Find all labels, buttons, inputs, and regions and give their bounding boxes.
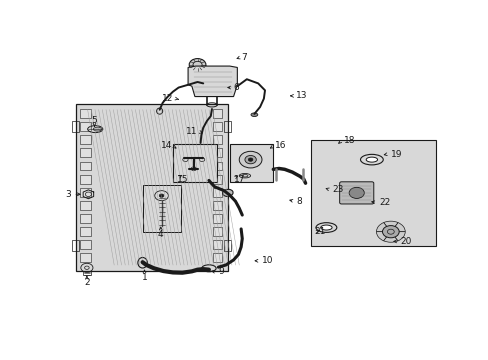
Text: 15: 15 [176, 175, 188, 184]
Bar [80, 135, 90, 144]
Bar [212, 148, 222, 157]
Text: 6: 6 [233, 83, 239, 92]
Bar [80, 188, 90, 197]
Bar [83, 271, 90, 275]
Bar [80, 253, 90, 262]
Text: 14: 14 [161, 141, 172, 150]
Bar [80, 201, 90, 210]
Wedge shape [390, 232, 405, 241]
Text: 17: 17 [233, 175, 244, 184]
Text: 20: 20 [400, 237, 411, 246]
Circle shape [239, 151, 262, 168]
Bar [72, 240, 79, 251]
Text: 11: 11 [185, 127, 197, 136]
Bar [80, 162, 90, 170]
Bar [76, 104, 227, 270]
Ellipse shape [222, 189, 233, 197]
Bar [311, 140, 435, 246]
Bar [212, 135, 222, 144]
Wedge shape [383, 232, 397, 242]
Bar [212, 188, 222, 197]
Bar [80, 122, 90, 131]
Text: 19: 19 [390, 150, 402, 158]
Text: 10: 10 [262, 256, 273, 265]
Circle shape [348, 187, 364, 198]
Bar [142, 185, 180, 232]
Circle shape [248, 158, 252, 161]
Polygon shape [188, 66, 237, 96]
FancyBboxPatch shape [339, 182, 373, 204]
Text: 21: 21 [314, 227, 325, 236]
Text: 23: 23 [331, 185, 343, 194]
Circle shape [159, 194, 163, 197]
Circle shape [189, 59, 205, 71]
Text: 1: 1 [142, 273, 147, 282]
Text: 8: 8 [296, 197, 301, 206]
Ellipse shape [250, 113, 257, 117]
Bar [80, 227, 90, 236]
Wedge shape [376, 222, 390, 232]
Bar [72, 121, 79, 132]
Bar [224, 121, 230, 132]
Text: 3: 3 [65, 190, 70, 199]
Text: 9: 9 [218, 267, 224, 276]
Bar [212, 175, 222, 184]
Ellipse shape [366, 157, 377, 162]
Circle shape [244, 156, 256, 164]
Wedge shape [376, 232, 390, 241]
Text: 18: 18 [343, 136, 354, 145]
Bar [173, 144, 216, 182]
Text: 22: 22 [379, 198, 390, 207]
Text: 12: 12 [161, 94, 173, 103]
Bar [229, 144, 273, 182]
Text: 2: 2 [84, 278, 89, 287]
Bar [80, 175, 90, 184]
Text: 13: 13 [296, 91, 307, 100]
Ellipse shape [320, 225, 331, 230]
Bar [212, 122, 222, 131]
Text: 5: 5 [91, 116, 97, 125]
Bar [80, 214, 90, 223]
Ellipse shape [93, 127, 102, 131]
Bar [212, 109, 222, 118]
Circle shape [382, 226, 398, 238]
Bar [212, 227, 222, 236]
Bar [212, 253, 222, 262]
Bar [212, 201, 222, 210]
Bar [224, 240, 230, 251]
Bar [212, 240, 222, 249]
Text: 7: 7 [241, 53, 246, 62]
Bar [212, 162, 222, 170]
Bar [80, 148, 90, 157]
Text: 16: 16 [275, 141, 286, 150]
Text: 4: 4 [158, 230, 163, 239]
Bar [212, 214, 222, 223]
Wedge shape [390, 222, 405, 232]
Wedge shape [383, 221, 397, 232]
Ellipse shape [242, 175, 247, 177]
Bar [80, 240, 90, 249]
Bar [80, 109, 90, 118]
